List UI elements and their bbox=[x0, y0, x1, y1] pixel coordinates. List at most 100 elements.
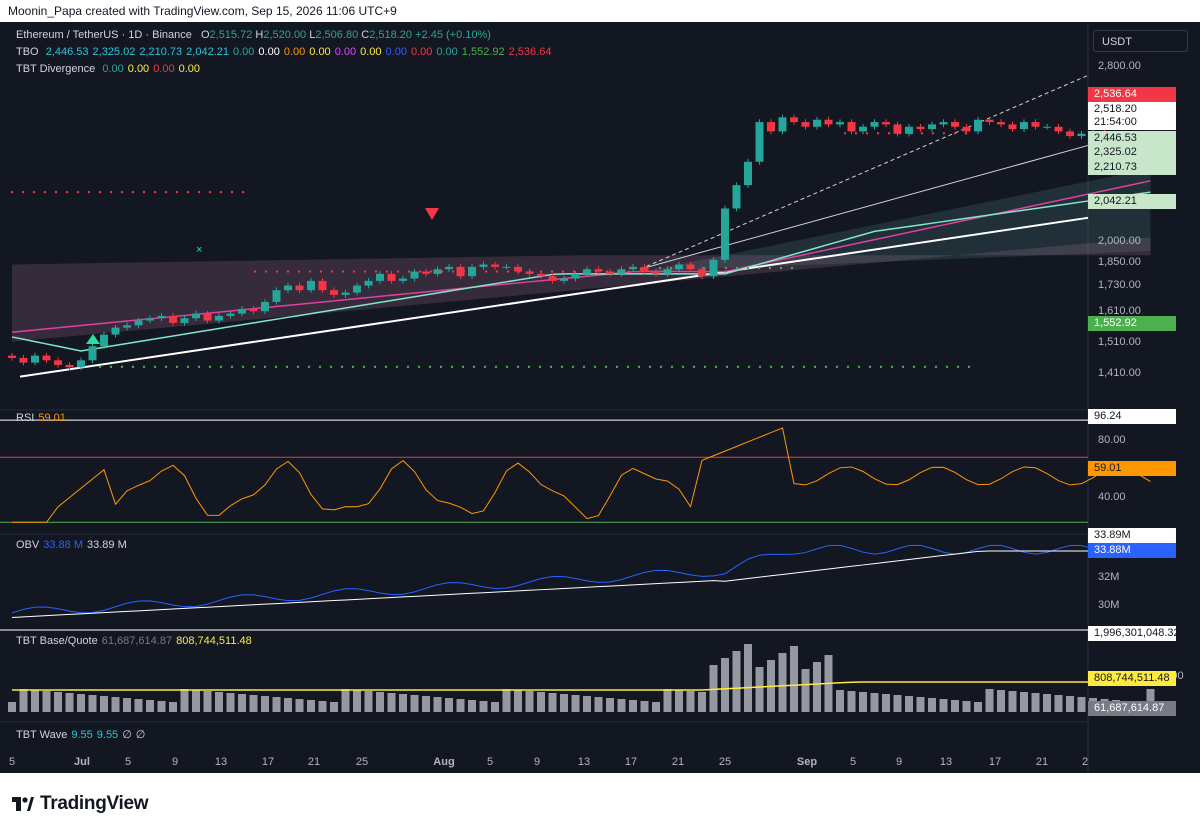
support-dot bbox=[197, 365, 201, 369]
obv-tick-0: 32M bbox=[1098, 571, 1120, 583]
support-dot bbox=[637, 365, 641, 369]
support-dot bbox=[780, 365, 784, 369]
bq-bar bbox=[583, 696, 591, 712]
price-tick-6: 1,410.00 bbox=[1098, 367, 1141, 379]
candle-body bbox=[790, 117, 798, 123]
wave-value-1: 9.55 bbox=[71, 729, 93, 741]
bq-bar bbox=[31, 690, 39, 712]
support-dot bbox=[658, 266, 662, 270]
bq-bar bbox=[916, 697, 925, 712]
support-dot bbox=[912, 365, 916, 369]
bq-bar bbox=[272, 697, 281, 712]
support-dot bbox=[164, 365, 168, 369]
resistance-dot bbox=[241, 190, 245, 194]
support-dot bbox=[725, 365, 729, 369]
ohlc-low-label: L bbox=[309, 29, 316, 41]
support-dot bbox=[956, 365, 960, 369]
bq-bar bbox=[571, 695, 580, 712]
rsi-tick-1: 40.00 bbox=[1098, 491, 1126, 503]
bq-bar bbox=[859, 692, 867, 712]
chart-area[interactable]: × Ethereum / TetherUS · 1D · Binance O2,… bbox=[0, 22, 1200, 773]
bq-bar bbox=[985, 689, 994, 712]
tbo-value-9: 0.00 bbox=[360, 46, 382, 58]
wave-value-3: ∅ bbox=[122, 729, 132, 741]
support-dot bbox=[890, 365, 894, 369]
support-dot bbox=[494, 365, 498, 369]
wave-legend[interactable]: TBT Wave 9.55 9.55 ∅ ∅ bbox=[16, 728, 145, 742]
tbo-value-8: 0.00 bbox=[334, 46, 357, 58]
support-dot bbox=[802, 365, 806, 369]
bq-bar bbox=[928, 698, 936, 712]
time-tick-16: 5 bbox=[849, 756, 857, 768]
time-tick-20: 21 bbox=[1035, 756, 1049, 768]
tradingview-logo[interactable]: TradingView bbox=[12, 793, 149, 815]
resistance-dot bbox=[352, 270, 356, 273]
rsi-label-1: 59.01 bbox=[1088, 461, 1176, 476]
support-dot bbox=[593, 365, 597, 369]
bq-bar bbox=[307, 700, 315, 712]
candle-body bbox=[8, 355, 16, 358]
bq-bar bbox=[1008, 691, 1017, 712]
support-dot bbox=[724, 266, 728, 270]
ohlc-close-label: C bbox=[361, 29, 370, 41]
candle-body bbox=[134, 320, 143, 326]
resistance-dot bbox=[887, 132, 891, 135]
candle-body bbox=[1066, 131, 1074, 137]
divergence-legend[interactable]: TBT Divergence 0.00 0.00 0.00 0.00 bbox=[16, 62, 200, 76]
symbol-title[interactable]: Ethereum / TetherUS · 1D · Binance bbox=[16, 29, 192, 41]
bq-bar bbox=[1146, 689, 1155, 712]
symbol-legend: Ethereum / TetherUS · 1D · Binance O2,51… bbox=[16, 28, 491, 42]
resistance-dot bbox=[230, 190, 234, 194]
resistance-dot bbox=[843, 132, 847, 135]
candle-body bbox=[376, 273, 384, 281]
resistance-dot bbox=[865, 132, 869, 135]
bq-bar bbox=[353, 690, 361, 712]
support-dot bbox=[934, 365, 938, 369]
support-dot bbox=[769, 365, 773, 369]
currency-button[interactable]: USDT bbox=[1093, 30, 1188, 52]
time-tick-17: 9 bbox=[895, 756, 903, 768]
candle-body bbox=[1008, 124, 1017, 130]
bq-bar bbox=[399, 694, 407, 712]
support-dot bbox=[538, 365, 542, 369]
bq-bar bbox=[675, 690, 683, 712]
bq-bar bbox=[732, 651, 741, 712]
support-dot bbox=[746, 266, 750, 270]
support-dot bbox=[153, 365, 157, 369]
support-dot bbox=[340, 365, 344, 369]
support-dot bbox=[791, 365, 795, 369]
bq-bar bbox=[686, 691, 695, 712]
support-dot bbox=[450, 365, 454, 369]
resistance-dot bbox=[197, 190, 201, 194]
slow-ma-line bbox=[11, 180, 1151, 334]
candle-body bbox=[675, 264, 683, 270]
price-label-0: 2,536.64 bbox=[1088, 87, 1176, 102]
candle-body bbox=[583, 269, 591, 274]
resistance-dot bbox=[98, 190, 102, 194]
tbo-legend[interactable]: TBO 2,446.53 2,325.02 2,210.73 2,042.21 0.00… bbox=[16, 45, 551, 59]
support-dot bbox=[505, 365, 509, 369]
support-dot bbox=[417, 365, 421, 369]
divergence-name: TBT Divergence bbox=[16, 63, 96, 75]
resistance-dot bbox=[495, 270, 499, 273]
time-tick-7: 25 bbox=[355, 756, 369, 768]
basequote-legend[interactable]: TBT Base/Quote 61,687,614.87 808,744,511.4… bbox=[16, 634, 252, 648]
support-dot bbox=[175, 365, 179, 369]
time-tick-11: 13 bbox=[577, 756, 591, 768]
trendline-support bbox=[19, 216, 1089, 378]
bq-bar bbox=[330, 702, 338, 712]
obv-legend[interactable]: OBV 33.88 M 33.89 M bbox=[16, 538, 127, 552]
candle-body bbox=[686, 264, 695, 270]
bq-bar bbox=[180, 689, 189, 712]
ohlc-high-label: H bbox=[255, 29, 264, 41]
rsi-legend[interactable]: RSI 59.01 bbox=[16, 411, 66, 425]
obv-tick-1: 30M bbox=[1098, 599, 1120, 611]
bq-bar bbox=[744, 644, 752, 712]
resistance-dot bbox=[953, 132, 957, 135]
candle-body bbox=[732, 185, 741, 209]
candle-body bbox=[399, 278, 407, 281]
support-dot bbox=[439, 365, 443, 369]
price-tick-2: 1,850.00 bbox=[1098, 256, 1141, 268]
ohlc-low: 2,506.80 bbox=[315, 29, 359, 41]
chart-canvas[interactable]: × bbox=[0, 22, 1200, 773]
